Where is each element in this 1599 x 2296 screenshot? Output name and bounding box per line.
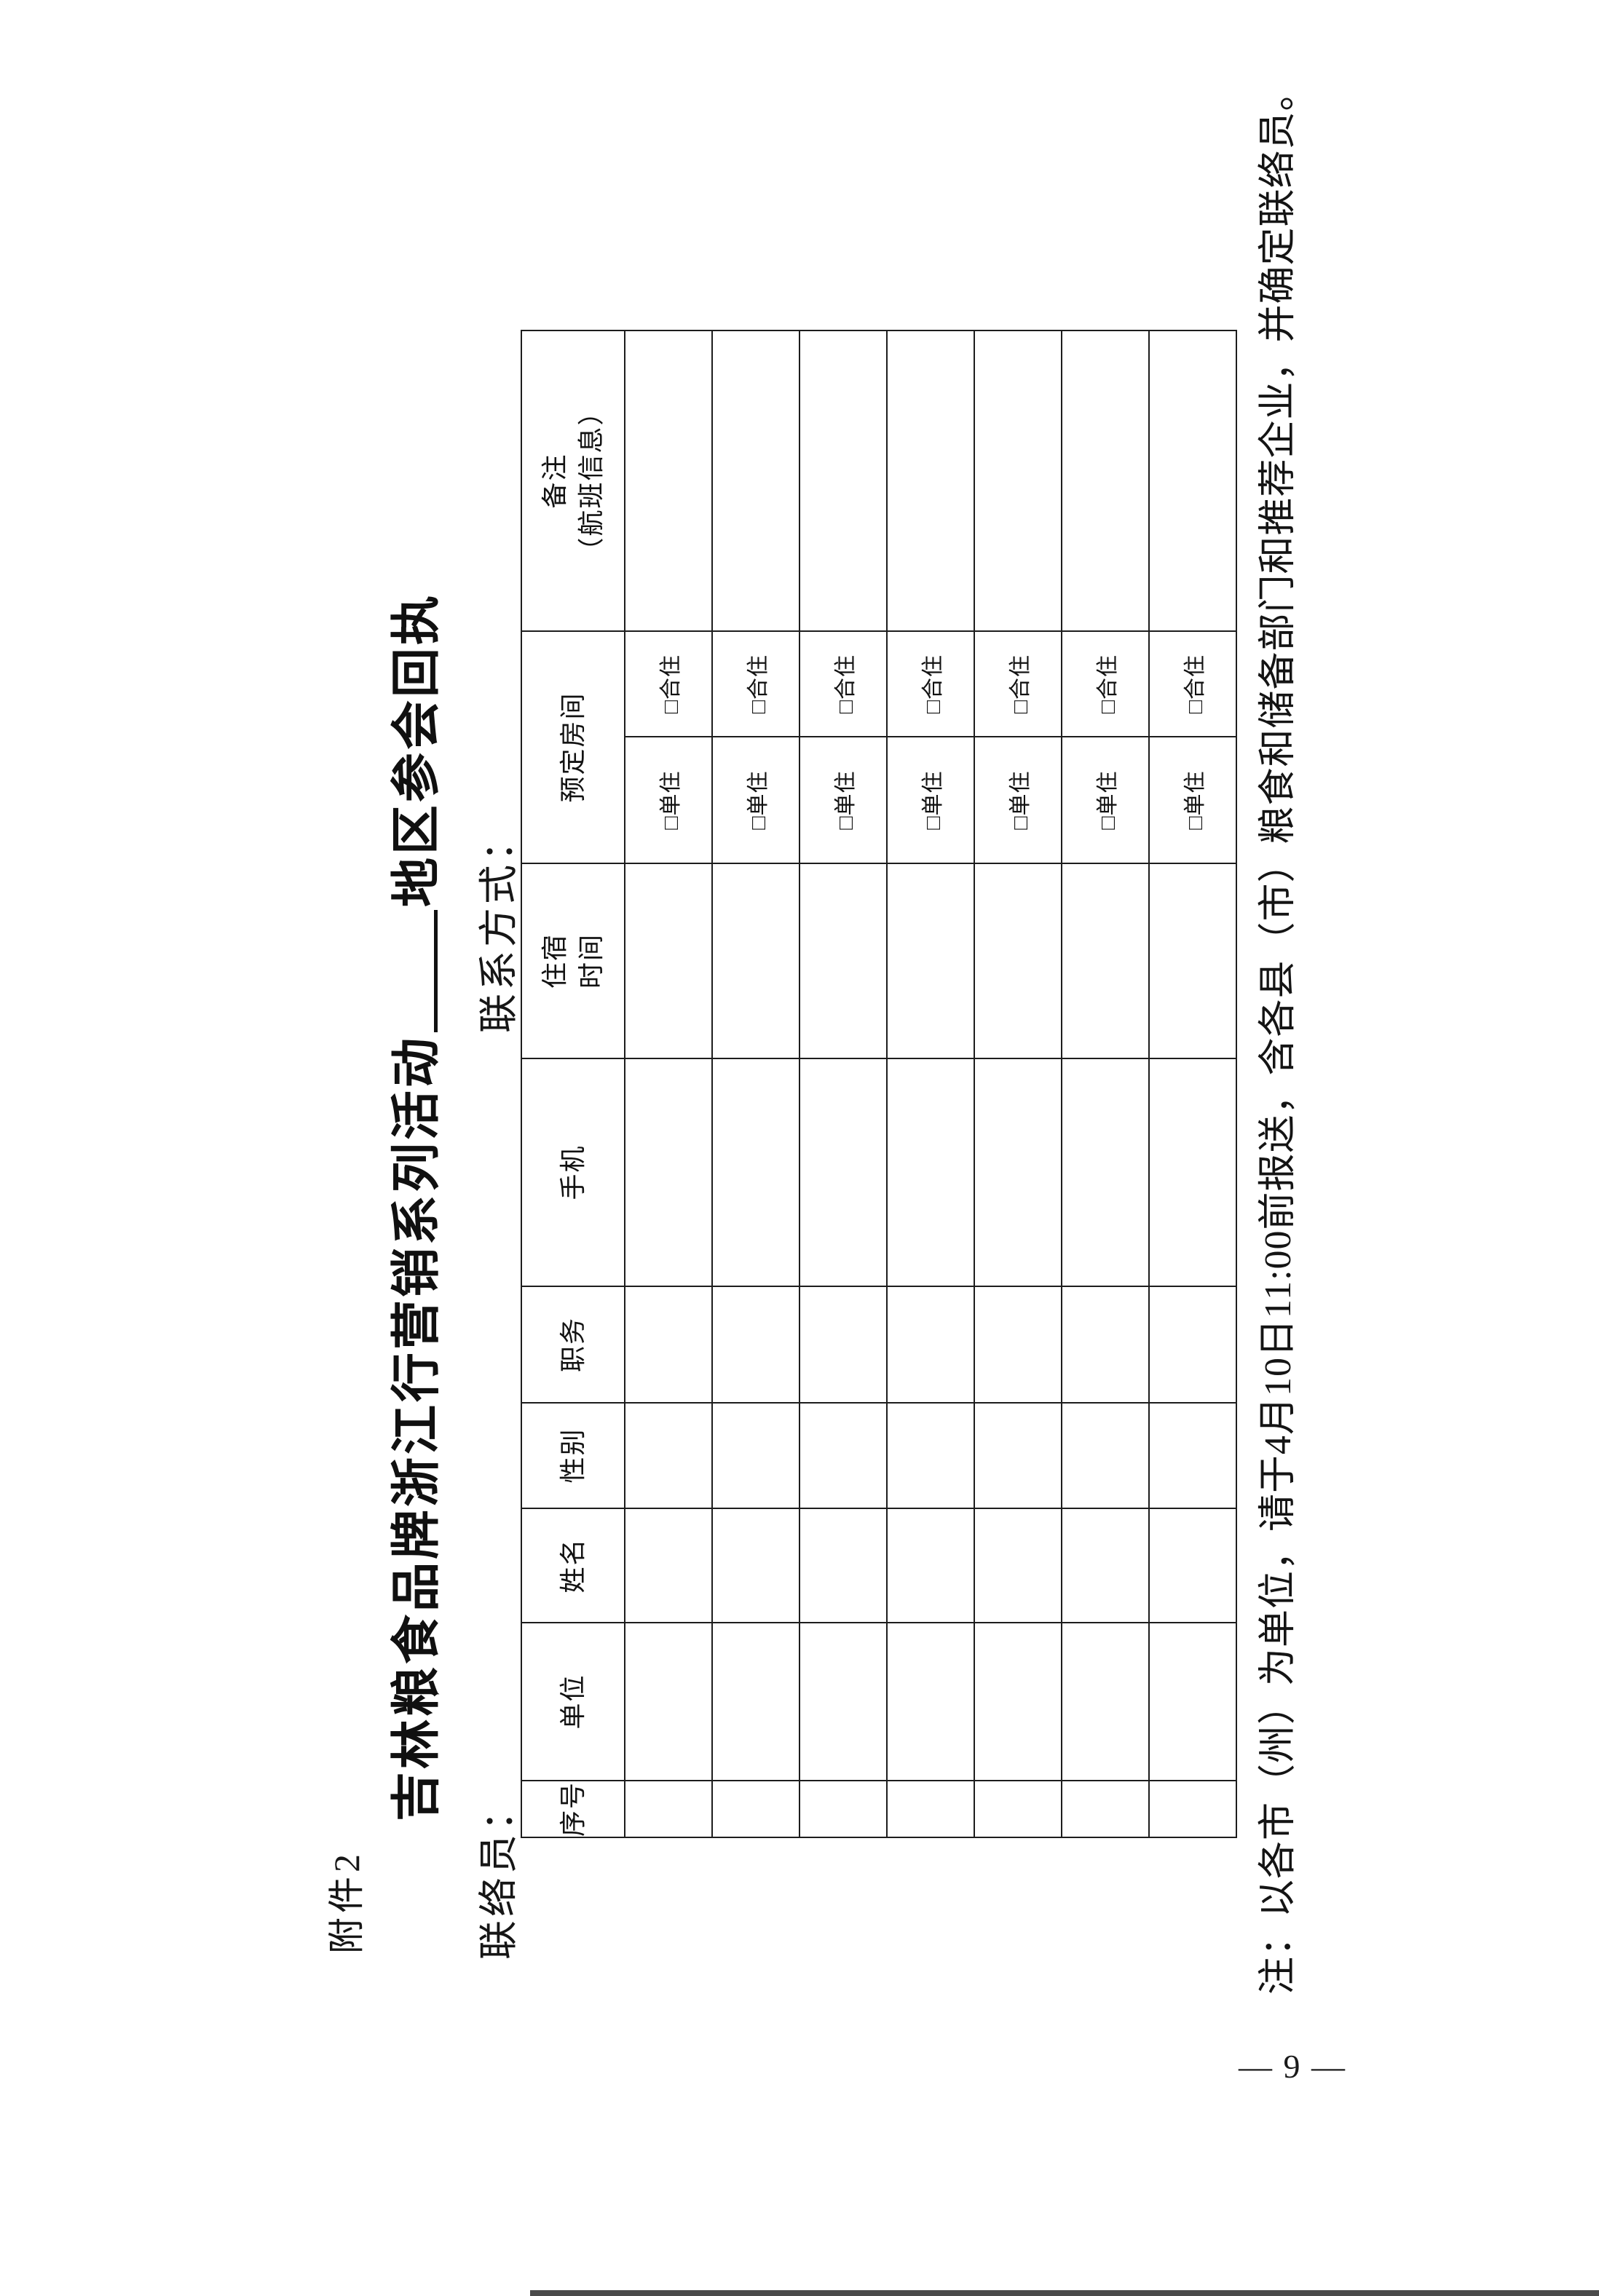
- page-number: — 9 —: [1239, 2048, 1346, 2085]
- room-shared-option: □合住: [800, 630, 887, 737]
- empty-cell: [974, 863, 1062, 1058]
- empty-cell: [1062, 1403, 1149, 1508]
- empty-cell: [1149, 1623, 1236, 1781]
- table-row: □单住 □合住: [800, 330, 887, 1837]
- title-receipt-part: 地区参会回执: [389, 592, 444, 907]
- empty-cell: [974, 1508, 1062, 1623]
- empty-cell: [887, 1286, 974, 1403]
- empty-cell: [1062, 1781, 1149, 1837]
- empty-cell: [1062, 330, 1149, 631]
- empty-cell: [712, 1286, 800, 1403]
- empty-cell: [1149, 1403, 1236, 1508]
- room-single-option: □单住: [887, 737, 974, 863]
- header-remark: 备注 （航班信息）: [521, 330, 625, 631]
- empty-cell: [1062, 1623, 1149, 1781]
- table-row: □单住 □合住: [974, 330, 1062, 1837]
- reply-slip-table: 序号 单位 姓名 性别 职务 手机 住宿 时间 预定房间 备注 （航班信息） □…: [521, 330, 1237, 1838]
- empty-cell: [800, 863, 887, 1058]
- table-row: □单住 □合住: [625, 330, 712, 1837]
- header-index: 序号: [521, 1781, 625, 1837]
- header-position: 职务: [521, 1286, 625, 1403]
- empty-cell: [712, 1623, 800, 1781]
- empty-cell: [887, 1623, 974, 1781]
- empty-cell: [800, 1403, 887, 1508]
- empty-cell: [974, 330, 1062, 631]
- table-row: □单住 □合住: [887, 330, 974, 1837]
- header-unit: 单位: [521, 1623, 625, 1781]
- empty-cell: [1062, 863, 1149, 1058]
- empty-cell: [1062, 1286, 1149, 1403]
- empty-cell: [1149, 1508, 1236, 1623]
- empty-cell: [712, 1058, 800, 1286]
- room-single-option: □单住: [974, 737, 1062, 863]
- empty-cell: [974, 1781, 1062, 1837]
- room-single-option: □单住: [800, 737, 887, 863]
- room-shared-option: □合住: [712, 630, 800, 737]
- room-shared-option: □合住: [625, 630, 712, 737]
- empty-cell: [712, 330, 800, 631]
- title-activity-part: 吉林粮食品牌浙江行营销系列活动: [389, 1034, 444, 1821]
- empty-cell: [625, 1508, 712, 1623]
- empty-cell: [712, 1781, 800, 1837]
- empty-cell: [800, 1058, 887, 1286]
- table-header-row: 序号 单位 姓名 性别 职务 手机 住宿 时间 预定房间 备注 （航班信息）: [521, 330, 625, 1837]
- empty-cell: [1149, 1781, 1236, 1837]
- empty-cell: [974, 1623, 1062, 1781]
- empty-cell: [1149, 1286, 1236, 1403]
- empty-cell: [712, 863, 800, 1058]
- header-room: 预定房间: [521, 630, 625, 863]
- empty-cell: [887, 1058, 974, 1286]
- footnote: 注：以各市（州）为单位，请于4月10日11:00前报送，含各县（市）粮食和储备部…: [1258, 72, 1299, 1995]
- empty-cell: [887, 1403, 974, 1508]
- room-shared-option: □合住: [974, 630, 1062, 737]
- empty-cell: [625, 1286, 712, 1403]
- empty-cell: [800, 1286, 887, 1403]
- empty-cell: [625, 1058, 712, 1286]
- empty-cell: [625, 1623, 712, 1781]
- empty-cell: [887, 330, 974, 631]
- table-row: □单住 □合住: [1149, 330, 1236, 1837]
- page-title: 吉林粮食品牌浙江行营销系列活动 地区参会回执: [376, 593, 448, 1821]
- empty-cell: [974, 1403, 1062, 1508]
- empty-cell: [1062, 1508, 1149, 1623]
- empty-cell: [1149, 1058, 1236, 1286]
- empty-cell: [625, 1403, 712, 1508]
- scan-edge-artifact: [530, 2290, 1599, 2296]
- room-shared-option: □合住: [1062, 630, 1149, 737]
- room-single-option: □单住: [712, 737, 800, 863]
- room-single-option: □单住: [1062, 737, 1149, 863]
- liaison-label: 联络员：: [477, 1788, 521, 1960]
- room-single-option: □单住: [625, 737, 712, 863]
- empty-cell: [712, 1403, 800, 1508]
- header-mobile: 手机: [521, 1058, 625, 1286]
- empty-cell: [712, 1508, 800, 1623]
- header-stay-time: 住宿 时间: [521, 863, 625, 1058]
- room-single-option: □单住: [1149, 737, 1236, 863]
- empty-cell: [887, 863, 974, 1058]
- title-blank-underline: [392, 909, 438, 1032]
- empty-cell: [974, 1058, 1062, 1286]
- empty-cell: [887, 1508, 974, 1623]
- empty-cell: [800, 330, 887, 631]
- empty-cell: [800, 1508, 887, 1623]
- room-shared-option: □合住: [887, 630, 974, 737]
- attachment-label: 附件2: [326, 1850, 367, 1954]
- empty-cell: [800, 1781, 887, 1837]
- header-gender: 性别: [521, 1403, 625, 1508]
- table-row: □单住 □合住: [712, 330, 800, 1837]
- header-name: 姓名: [521, 1508, 625, 1623]
- empty-cell: [625, 1781, 712, 1837]
- empty-cell: [887, 1781, 974, 1837]
- empty-cell: [974, 1286, 1062, 1403]
- contact-method-label: 联系方式：: [477, 818, 521, 1033]
- empty-cell: [1062, 1058, 1149, 1286]
- table-row: □单住 □合住: [1062, 330, 1149, 1837]
- empty-cell: [1149, 863, 1236, 1058]
- empty-cell: [625, 330, 712, 631]
- empty-cell: [1149, 330, 1236, 631]
- room-shared-option: □合住: [1149, 630, 1236, 737]
- empty-cell: [625, 863, 712, 1058]
- empty-cell: [800, 1623, 887, 1781]
